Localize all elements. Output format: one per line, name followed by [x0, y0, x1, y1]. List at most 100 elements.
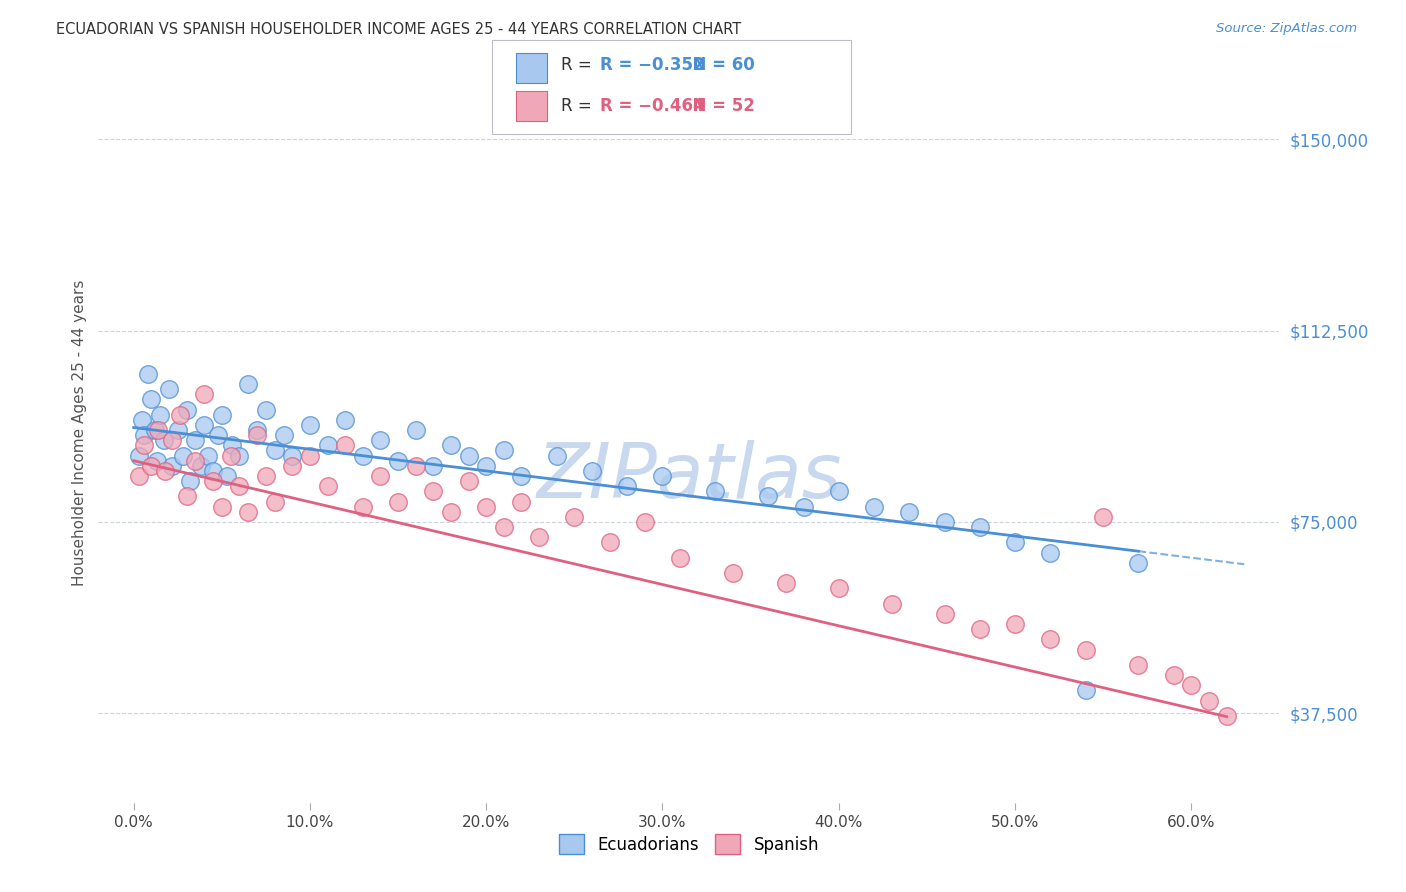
Point: [721, 566, 744, 580]
Point: [651, 469, 673, 483]
Point: [1074, 683, 1097, 698]
Point: [352, 449, 374, 463]
Point: [1004, 535, 1026, 549]
Point: [211, 500, 233, 514]
Point: [405, 423, 427, 437]
Point: [387, 453, 409, 467]
Point: [152, 434, 174, 448]
Point: [492, 443, 515, 458]
Point: [228, 479, 250, 493]
Point: [527, 530, 550, 544]
Point: [969, 520, 991, 534]
Text: ECUADORIAN VS SPANISH HOUSEHOLDER INCOME AGES 25 - 44 YEARS CORRELATION CHART: ECUADORIAN VS SPANISH HOUSEHOLDER INCOME…: [56, 22, 741, 37]
Text: ZIPatlas: ZIPatlas: [536, 440, 842, 514]
Point: [246, 428, 269, 442]
Point: [298, 449, 321, 463]
Point: [546, 449, 568, 463]
Point: [228, 449, 250, 463]
Point: [492, 520, 515, 534]
Point: [179, 474, 201, 488]
Point: [141, 392, 163, 407]
Point: [422, 484, 444, 499]
Point: [634, 515, 657, 529]
Point: [880, 597, 903, 611]
Point: [475, 500, 498, 514]
Point: [238, 505, 260, 519]
Point: [352, 500, 374, 514]
Point: [219, 449, 242, 463]
Point: [457, 449, 479, 463]
Point: [201, 464, 224, 478]
Point: [207, 428, 229, 442]
Text: Source: ZipAtlas.com: Source: ZipAtlas.com: [1216, 22, 1357, 36]
Point: [149, 408, 172, 422]
Point: [405, 458, 427, 473]
Point: [1198, 694, 1220, 708]
Point: [254, 402, 277, 417]
Point: [422, 458, 444, 473]
Point: [756, 490, 779, 504]
Point: [217, 469, 239, 483]
Point: [1004, 617, 1026, 632]
Point: [510, 494, 533, 508]
Point: [211, 408, 233, 422]
Point: [193, 417, 215, 432]
Point: [184, 434, 207, 448]
Point: [254, 469, 277, 483]
Point: [155, 464, 177, 478]
Point: [934, 515, 956, 529]
Point: [599, 535, 621, 549]
Point: [141, 458, 163, 473]
Point: [193, 387, 215, 401]
Point: [128, 449, 150, 463]
Point: [172, 449, 194, 463]
Y-axis label: Householder Income Ages 25 - 44 years: Householder Income Ages 25 - 44 years: [72, 279, 87, 586]
Point: [134, 438, 156, 452]
Point: [370, 434, 392, 448]
Point: [616, 479, 638, 493]
Point: [828, 484, 851, 499]
Point: [828, 582, 851, 596]
Point: [475, 458, 498, 473]
Point: [335, 438, 357, 452]
Point: [863, 500, 886, 514]
Point: [145, 453, 167, 467]
Point: [564, 509, 586, 524]
Point: [1039, 632, 1062, 647]
Legend: Ecuadorians, Spanish: Ecuadorians, Spanish: [553, 828, 825, 861]
Point: [440, 438, 463, 452]
Point: [221, 438, 243, 452]
Point: [143, 423, 166, 437]
Text: R = −0.464: R = −0.464: [600, 96, 704, 114]
Point: [316, 438, 339, 452]
Point: [581, 464, 603, 478]
Point: [792, 500, 814, 514]
Point: [162, 434, 184, 448]
Point: [457, 474, 479, 488]
Point: [197, 449, 219, 463]
Point: [169, 408, 191, 422]
Point: [148, 423, 170, 437]
Point: [157, 382, 180, 396]
Point: [184, 453, 207, 467]
Point: [934, 607, 956, 621]
Point: [669, 550, 692, 565]
Point: [131, 413, 153, 427]
Point: [281, 449, 304, 463]
Point: [201, 474, 224, 488]
Point: [281, 458, 304, 473]
Point: [238, 377, 260, 392]
Point: [1039, 546, 1062, 560]
Point: [176, 402, 198, 417]
Point: [1128, 556, 1150, 570]
Point: [969, 622, 991, 636]
Point: [1128, 657, 1150, 672]
Point: [190, 458, 212, 473]
Point: [898, 505, 921, 519]
Point: [387, 494, 409, 508]
Point: [370, 469, 392, 483]
Point: [134, 428, 156, 442]
Point: [162, 458, 184, 473]
Point: [1163, 668, 1185, 682]
Point: [1215, 709, 1237, 723]
